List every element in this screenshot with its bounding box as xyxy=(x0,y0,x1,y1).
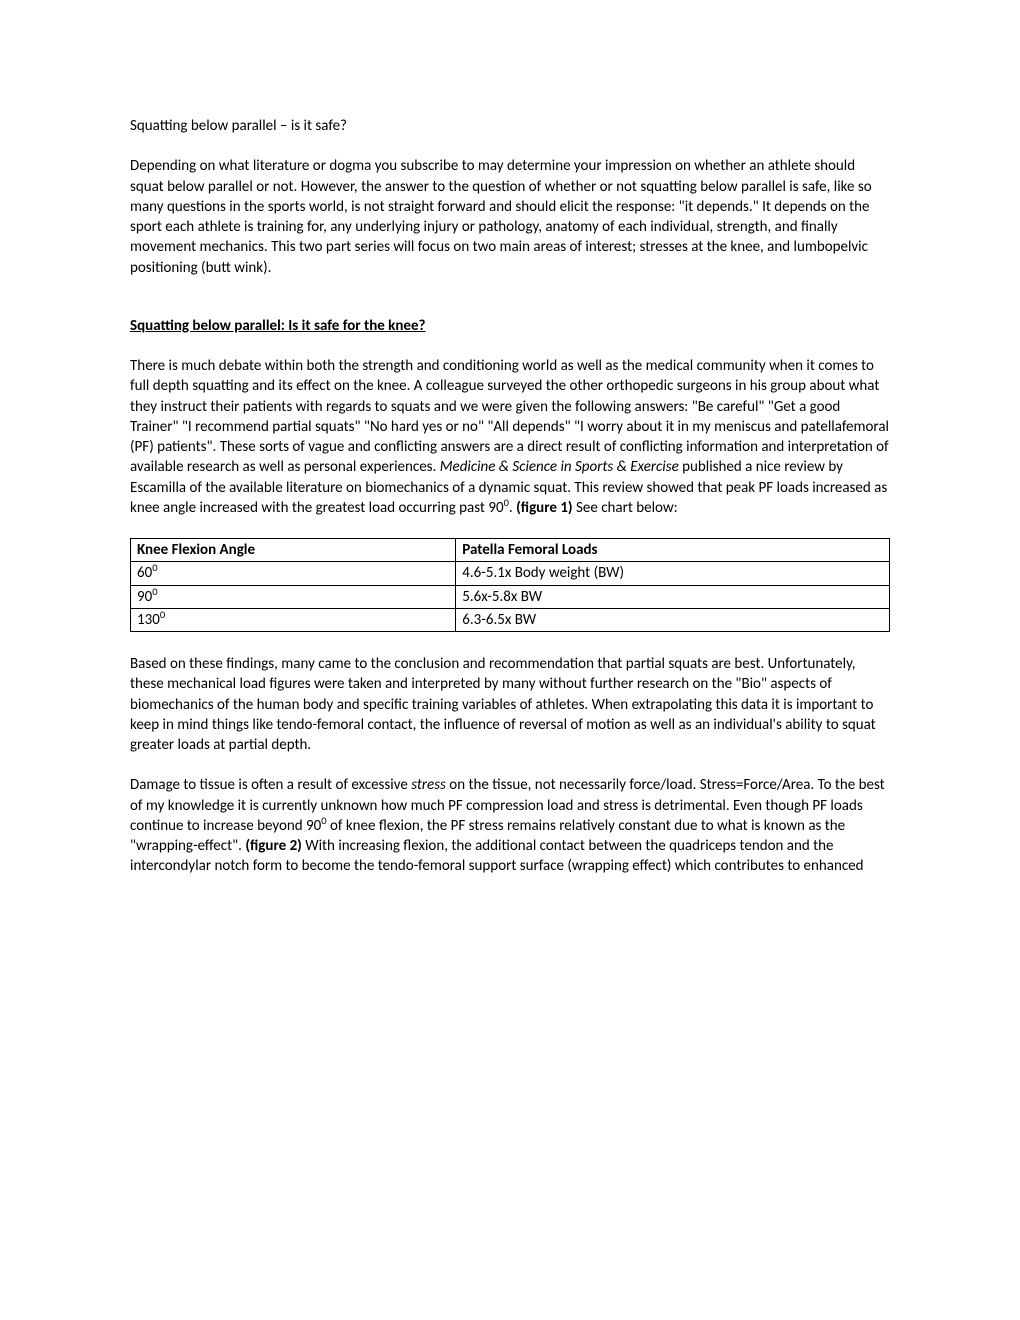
angle-cell: 1300 xyxy=(131,608,456,631)
paragraph-2: Based on these findings, many came to th… xyxy=(130,654,890,755)
degree-sup: 0 xyxy=(160,608,165,621)
stress-italic: stress xyxy=(411,776,446,794)
col-header-angle: Knee Flexion Angle xyxy=(131,539,456,562)
table-row: 900 5.6x-5.8x BW xyxy=(131,585,890,608)
angle-val: 60 xyxy=(137,564,152,582)
paragraph-1: There is much debate within both the str… xyxy=(130,356,890,518)
angle-val: 90 xyxy=(137,588,152,606)
pf-loads-table: Knee Flexion Angle Patella Femoral Loads… xyxy=(130,538,890,632)
p1-text-c: . xyxy=(509,499,516,517)
figure-ref-2: (figure 2) xyxy=(245,837,302,855)
angle-val: 130 xyxy=(137,611,160,629)
document-title: Squatting below parallel – is it safe? xyxy=(130,116,890,136)
paragraph-3: Damage to tissue is often a result of ex… xyxy=(130,775,890,876)
angle-cell: 900 xyxy=(131,585,456,608)
load-cell: 4.6-5.1x Body weight (BW) xyxy=(456,562,890,585)
table-header-row: Knee Flexion Angle Patella Femoral Loads xyxy=(131,539,890,562)
load-cell: 5.6x-5.8x BW xyxy=(456,585,890,608)
intro-paragraph: Depending on what literature or dogma yo… xyxy=(130,156,890,278)
table-row: 1300 6.3-6.5x BW xyxy=(131,608,890,631)
figure-ref-1: (figure 1) xyxy=(516,499,573,517)
degree-sup: 0 xyxy=(152,561,157,574)
table-row: 600 4.6-5.1x Body weight (BW) xyxy=(131,562,890,585)
journal-name: Medicine & Science in Sports & Exercise xyxy=(440,458,679,476)
angle-cell: 600 xyxy=(131,562,456,585)
p3-text-a: Damage to tissue is often a result of ex… xyxy=(130,776,411,794)
p1-text-d: See chart below: xyxy=(573,499,678,517)
section-heading: Squatting below parallel: Is it safe for… xyxy=(130,316,890,336)
col-header-load: Patella Femoral Loads xyxy=(456,539,890,562)
degree-sup: 0 xyxy=(152,585,157,598)
load-cell: 6.3-6.5x BW xyxy=(456,608,890,631)
